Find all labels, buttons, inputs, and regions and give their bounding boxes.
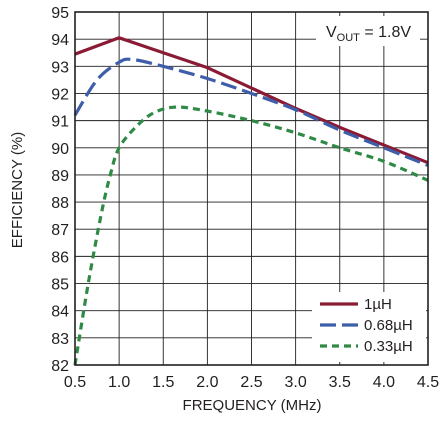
x-tick-label: 4.5 <box>417 374 439 391</box>
x-tick-label: 0.5 <box>64 374 86 391</box>
x-tick-label: 3.5 <box>329 374 351 391</box>
y-tick-label: 84 <box>51 304 69 321</box>
series-layer <box>73 36 429 366</box>
y-tick-label: 88 <box>51 195 69 212</box>
y-tick-label: 87 <box>51 222 69 239</box>
series-line-3 <box>73 105 429 366</box>
legend-label-3: 0.33µH <box>364 338 413 355</box>
y-tick-label: 82 <box>51 358 69 375</box>
plot-frame <box>74 11 429 366</box>
tick-labels: 0.5 1.0 1.5 2.0 2.5 3.0 3.5 4.0 4.5 82 83 84 85 86 87 8… <box>51 5 439 391</box>
y-tick-label: 85 <box>51 277 69 294</box>
y-tick-label: 89 <box>51 168 69 185</box>
y-tick-label: 94 <box>51 32 69 49</box>
vout-annotation: VOUT = 1.8V <box>316 16 420 46</box>
legend-label-1: 1µH <box>364 296 392 313</box>
y-axis-label: EFFICIENCY (%) <box>9 132 26 248</box>
y-tick-label: 91 <box>51 114 69 131</box>
x-tick-label: 1.5 <box>152 374 174 391</box>
y-tick-label: 95 <box>51 5 69 22</box>
series-line-2 <box>73 57 429 167</box>
x-tick-label: 2.0 <box>196 374 218 391</box>
x-tick-label: 3.0 <box>285 374 307 391</box>
legend: 1µH 0.68µH 0.33µH <box>312 292 426 362</box>
series-line-1 <box>74 36 429 165</box>
y-tick-label: 93 <box>51 59 69 76</box>
x-tick-label: 1.0 <box>108 374 130 391</box>
x-axis-label: FREQUENCY (MHz) <box>183 397 322 414</box>
x-tick-label: 2.5 <box>240 374 262 391</box>
vout-annotation-text: VOUT = 1.8V <box>326 24 411 44</box>
y-tick-label: 92 <box>51 86 69 103</box>
y-tick-label: 83 <box>51 331 69 348</box>
x-tick-label: 4.0 <box>373 374 395 391</box>
y-tick-label: 90 <box>51 141 69 158</box>
y-tick-label: 86 <box>51 249 69 266</box>
legend-label-2: 0.68µH <box>364 317 413 334</box>
